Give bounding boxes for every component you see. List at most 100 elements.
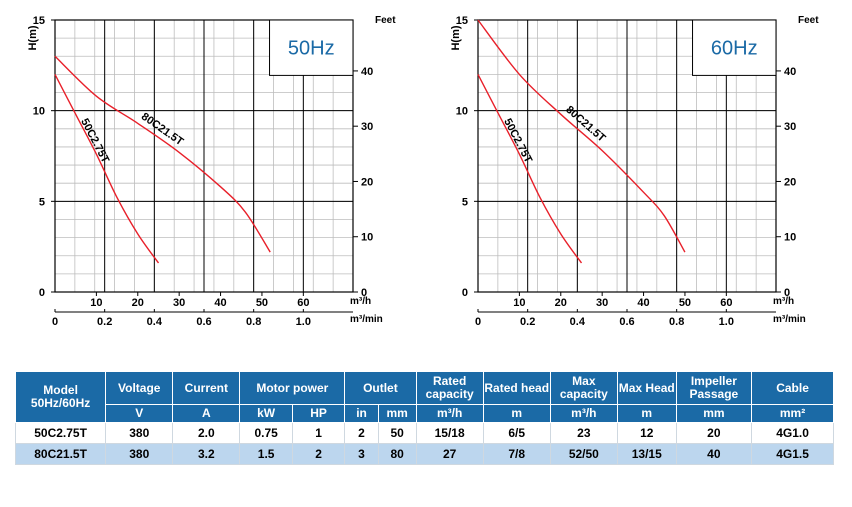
x-tick-label: 10 [90,297,102,309]
x-tick-label: 40 [214,297,226,309]
curve-80C21.5T [54,55,271,253]
header-rated-head: Rated head [482,371,551,405]
x-unit-label: m³/h [773,296,794,307]
x-tick-label: 30 [596,297,608,309]
chart-svg-50hz: 50Hz 0 5 10 15H(m) 0 10 20 30 40 Feet 10 20 30 40 50 60 m… [27,15,396,328]
table-cell: 0.75 [239,422,293,444]
x2-tick-label: 1.0 [719,316,734,328]
curve-80C21.5T [477,19,686,253]
header-max-head: Max Head [616,371,677,405]
x-tick-label: 50 [679,297,691,309]
table-cell: 2 [291,443,346,465]
table-cell: 52/50 [549,443,618,465]
chart-svg-60hz: 60Hz 0 5 10 15H(m) 0 10 20 30 40 Feet 10 20 30 40 50 60 m… [450,15,819,328]
header-voltage: Voltage [105,371,174,405]
freq-label: 50Hz [288,38,335,60]
spec-table: Model 50Hz/60Hz Voltage Current Motor po… [14,371,834,465]
table-cell: 15/18 [415,422,484,444]
y2-tick-label: 30 [361,121,373,133]
table-cell: 27 [415,443,484,465]
y-tick-label: 0 [462,287,468,299]
y-tick-label: 15 [456,15,468,27]
y2-tick-label: 10 [361,232,373,244]
table-cell: 380 [105,443,174,465]
table-cell: 2.0 [172,422,241,444]
x2-tick-label: 0.8 [669,316,684,328]
plot-frame [477,19,777,293]
y-tick-label: 10 [456,106,468,118]
x2-tick-label: 0.2 [520,316,535,328]
y2-tick-label: 40 [784,66,796,78]
x-tick-label: 20 [555,297,567,309]
y2-tick-label: 0 [784,287,790,299]
y-tick-label: 5 [39,196,45,208]
x-tick-label: 50 [256,297,268,309]
y-axis-label: H(m) [27,25,39,50]
header-impeller-passage: Impeller Passage [675,371,753,405]
x-tick-label: 60 [297,297,309,309]
x2-tick-label: 0 [475,316,481,328]
table-units-row: V A kW HP in mm m³/h m m³/h m mm mm² [16,404,834,423]
freq-box [692,19,777,76]
y2-tick-label: 10 [784,232,796,244]
y-tick-label: 5 [462,196,468,208]
table-row: 80C21.5T 380 3.2 1.5 2 3 80 27 7/8 52/50… [14,443,834,465]
header-outlet: Outlet [344,371,417,405]
table-cell: 80C21.5T [14,443,107,465]
header-motor-power: Motor power [239,371,346,405]
table-cell: 40 [675,443,753,465]
performance-chart-50hz: 50Hz 0 5 10 15 H(m) 0 10 20 30 40 Feet 10 20 30 40 50 60 m… [0,0,426,330]
y2-axis-label: Feet [375,15,396,26]
plot-frame [54,19,354,293]
x-unit-label: m³/h [350,296,371,307]
x2-tick-label: 0.4 [147,316,163,328]
table-cell: 50C2.75T [14,422,107,444]
table-header-row: Model 50Hz/60Hz Voltage Current Motor po… [14,371,834,423]
table-cell: 3 [344,443,379,465]
x2-unit-label: m³/min [773,314,806,325]
unit-cell: m [482,404,551,423]
x2-unit-label: m³/min [350,314,383,325]
x2-tick-label: 1.0 [296,316,311,328]
y-axis-label: H(m) [450,25,462,50]
unit-cell: V [105,404,174,423]
unit-cell: m³/h [415,404,484,423]
table-cell: 6/5 [482,422,551,444]
x2-tick-label: 0.8 [246,316,261,328]
x-tick-label: 10 [513,297,525,309]
table-row: 50C2.75T 380 2.0 0.75 1 2 50 15/18 6/5 2… [14,422,834,444]
table-cell: 20 [675,422,753,444]
table-cell: 2 [344,422,379,444]
header-rated-capacity: Rated capacity [415,371,484,405]
header-current: Current [172,371,241,405]
curve-50C2.75T [54,74,160,264]
table-cell: 3.2 [172,443,241,465]
x-tick-label: 40 [637,297,649,309]
header-max-capacity: Max capacity [549,371,618,405]
x2-tick-label: 0 [52,316,58,328]
table-cell: 380 [105,422,174,444]
y2-axis-label: Feet [798,15,819,26]
y-tick-label: 0 [39,287,45,299]
unit-cell: mm [377,404,417,423]
header-model: Model 50Hz/60Hz [14,371,107,423]
unit-cell: mm² [751,404,834,423]
performance-chart-60hz: 60Hz 0 5 10 15 H(m) 0 10 20 30 40 Feet 10 20 30 40 50 60 m… [423,0,849,330]
unit-cell: kW [239,404,293,423]
y-tick-label: 15 [33,15,45,27]
x2-tick-label: 0.6 [619,316,634,328]
table-cell: 50 [377,422,417,444]
table-cell: 80 [377,443,417,465]
table-cell: 4G1.0 [751,422,834,444]
y-tick-label: 10 [33,106,45,118]
unit-cell: A [172,404,241,423]
y2-tick-label: 30 [784,121,796,133]
x2-tick-label: 0.4 [570,316,586,328]
x2-tick-label: 0.6 [196,316,211,328]
y2-tick-label: 40 [361,66,373,78]
y2-tick-label: 20 [361,176,373,188]
unit-cell: m [616,404,677,423]
freq-label: 60Hz [711,38,758,60]
y2-tick-label: 20 [784,176,796,188]
unit-cell: mm [675,404,753,423]
